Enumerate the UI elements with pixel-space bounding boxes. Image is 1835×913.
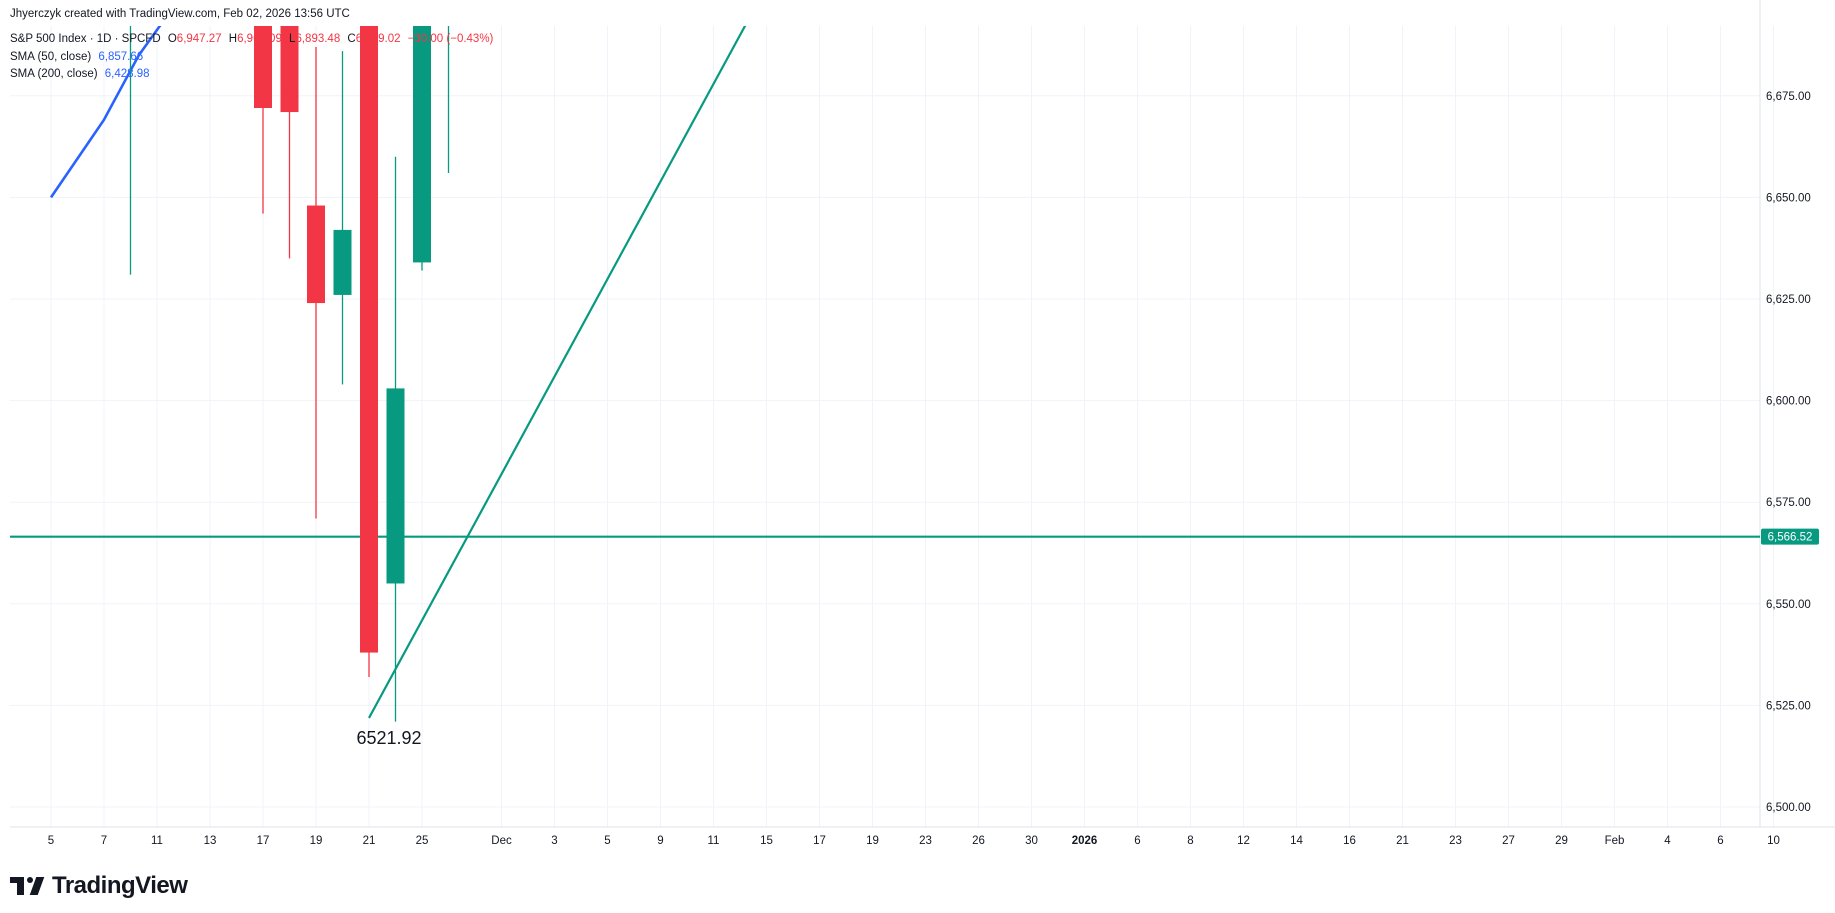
candle-body [280, 26, 299, 113]
candle-body [333, 229, 352, 295]
price-tick-label: 6,525.00 [1766, 700, 1811, 712]
time-tick-label: 30 [1025, 835, 1038, 847]
grid-lines [10, 26, 1774, 827]
price-tick-label: 6,625.00 [1766, 294, 1811, 306]
time-tick-label: 26 [972, 835, 985, 847]
time-tick-label: 9 [657, 835, 663, 847]
tradingview-logo[interactable]: TradingView [10, 872, 188, 900]
plot-area [10, 0, 1760, 722]
time-tick-label: 19 [310, 835, 323, 847]
trend-line [368, 26, 747, 719]
time-tick-label: 21 [363, 835, 376, 847]
time-tick-label: 4 [1664, 835, 1671, 847]
tradingview-logo-icon [10, 875, 48, 897]
time-tick-label: 3 [551, 835, 557, 847]
low-value: 6,893.48 [295, 33, 341, 45]
price-tick-label: 6,500.00 [1766, 802, 1811, 814]
candle [440, 0, 458, 174]
symbol-legend[interactable]: S&P 500 Index · 1D · SPCFD O6,947.27 H6,… [10, 33, 497, 45]
low-label: L [289, 33, 296, 45]
symbol-name: S&P 500 Index · 1D · SPCFD [10, 33, 161, 45]
price-tick-label: 6,575.00 [1766, 497, 1811, 509]
candle [254, 26, 272, 214]
time-tick-label: 10 [1767, 835, 1780, 847]
high-label: H [228, 33, 238, 45]
time-tick-label: 5 [48, 835, 54, 847]
open-label: O [167, 33, 177, 45]
close-value: 6,939.02 [355, 33, 401, 45]
time-tick-label: 11 [708, 835, 720, 847]
sma50-label: SMA (50, close) [10, 51, 92, 63]
sma50-value: 6,857.66 [98, 51, 144, 63]
time-tick-label: 25 [416, 835, 429, 847]
time-tick-label: 12 [1237, 835, 1250, 847]
time-tick-label: 11 [151, 835, 163, 847]
candle [386, 156, 405, 722]
time-tick-label: 14 [1290, 835, 1303, 847]
time-tick-label: 19 [866, 835, 879, 847]
price-axis-badges: 6,939.026,857.666,566.52 [1761, 528, 1819, 545]
close-label: C [347, 33, 356, 45]
candle-body [254, 26, 272, 108]
candle-body [413, 26, 431, 263]
candle [333, 51, 352, 385]
time-tick-label: 23 [919, 835, 932, 847]
candle-body [360, 26, 378, 653]
time-tick-label: 23 [1449, 835, 1462, 847]
time-tick-label: 29 [1555, 835, 1568, 847]
badge-bg [1761, 528, 1819, 545]
time-tick-label: 27 [1502, 835, 1515, 847]
sma50-line [49, 26, 162, 199]
sma200-label: SMA (200, close) [10, 68, 98, 80]
candles [129, 0, 458, 722]
open-value: 6,947.27 [176, 33, 222, 45]
chart-credit: Jhyerczyk created with TradingView.com, … [10, 8, 354, 20]
time-tick-label: 16 [1343, 835, 1356, 847]
price-axis-badge: 6,566.52 [1761, 528, 1819, 545]
candle [129, 26, 132, 275]
price-tick-label: 6,675.00 [1766, 91, 1811, 103]
price-annotation: 6521.92 [356, 728, 421, 748]
time-tick-label: 15 [760, 835, 773, 847]
sma200-legend[interactable]: SMA (200, close) 6,428.98 [10, 68, 154, 80]
time-tick-label: 17 [257, 835, 270, 847]
time-tick-label: 17 [813, 835, 826, 847]
price-tick-label: 6,600.00 [1766, 396, 1811, 408]
time-tick-label: 6 [1134, 835, 1140, 847]
sma50-legend[interactable]: SMA (50, close) 6,857.66 [10, 51, 147, 63]
price-axis-labels: 6,500.00 6,525.00 6,550.00 6,575.00 6,600.00… [1766, 0, 1811, 814]
brand-name: TradingView [52, 872, 188, 899]
price-annotations: 6521.926720.436945.776824.316986.336789.… [356, 728, 421, 748]
candle [307, 47, 325, 519]
time-tick-label: Feb [1605, 835, 1625, 847]
candle [280, 26, 299, 259]
time-axis-labels: 5 7 11 13 17 19 21 25 Dec 3 5 9 11 15 17 19 23 26 30 2026 6 8… [48, 835, 1780, 847]
candle-body [386, 388, 405, 584]
credit-text: Jhyerczyk created with TradingView.com, … [10, 8, 350, 20]
candle-body [307, 205, 325, 304]
candle-body [440, 0, 458, 10]
sma200-value: 6,428.98 [104, 68, 150, 80]
high-value: 6,964.09 [237, 33, 282, 45]
price-tick-label: 6,700.00 [1766, 0, 1811, 1]
time-tick-label: 2026 [1072, 835, 1098, 847]
badge-label: 6,566.52 [1768, 532, 1813, 544]
time-tick-label: 5 [604, 835, 610, 847]
change-value: −30.00 (−0.43%) [407, 33, 494, 45]
time-tick-label: 7 [101, 835, 107, 847]
time-tick-label: 13 [204, 835, 217, 847]
candle [360, 26, 378, 677]
candle [413, 26, 431, 271]
time-tick-label: 6 [1717, 835, 1723, 847]
time-tick-label: 8 [1187, 835, 1193, 847]
price-tick-label: 6,650.00 [1766, 192, 1811, 204]
time-tick-label: Dec [491, 835, 512, 847]
price-tick-label: 6,550.00 [1766, 599, 1811, 611]
time-tick-label: 21 [1396, 835, 1409, 847]
